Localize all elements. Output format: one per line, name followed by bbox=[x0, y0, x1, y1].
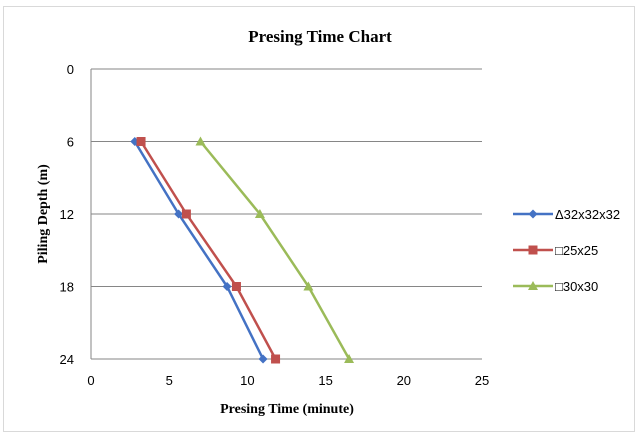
series-3 bbox=[195, 136, 355, 363]
series-line bbox=[199, 140, 351, 360]
chart-frame bbox=[3, 6, 635, 432]
data-point bbox=[344, 354, 355, 363]
legend-item: Δ32x32x32 bbox=[513, 207, 620, 222]
x-tick-label: 15 bbox=[318, 373, 332, 388]
x-tick-label: 10 bbox=[240, 373, 254, 388]
data-point bbox=[258, 354, 268, 364]
gridlines bbox=[91, 141, 482, 360]
x-tick-label: 25 bbox=[475, 373, 489, 388]
x-tick-label: 0 bbox=[87, 373, 94, 388]
series-group bbox=[130, 136, 355, 364]
y-tick-label: 6 bbox=[67, 135, 74, 150]
chart-title: Presing Time Chart bbox=[248, 27, 392, 46]
data-point bbox=[528, 209, 538, 219]
y-tick-label: 24 bbox=[60, 352, 74, 367]
series-line bbox=[133, 140, 265, 360]
legend-label: Δ32x32x32 bbox=[555, 207, 620, 222]
x-tick-label: 5 bbox=[166, 373, 173, 388]
data-point bbox=[271, 354, 281, 364]
y-tick-labels: 0 6 12 18 24 bbox=[60, 62, 74, 367]
data-point bbox=[222, 282, 232, 291]
legend-item: □25x25 bbox=[513, 243, 598, 258]
data-point bbox=[136, 137, 146, 146]
x-tick-label: 20 bbox=[397, 373, 411, 388]
series-line bbox=[139, 140, 277, 360]
legend-label: □25x25 bbox=[555, 243, 598, 258]
legend: Δ32x32x32 □25x25 □30x30 bbox=[513, 207, 620, 294]
series-1 bbox=[130, 137, 268, 364]
data-point bbox=[174, 209, 184, 219]
y-axis-title: Piling Depth (m) bbox=[36, 164, 51, 264]
data-point bbox=[528, 245, 538, 255]
y-tick-label: 18 bbox=[60, 280, 74, 295]
legend-label: □30x30 bbox=[555, 279, 598, 294]
axes bbox=[90, 68, 482, 359]
x-tick-labels: 0 5 10 15 20 25 bbox=[87, 373, 489, 388]
data-point bbox=[181, 209, 191, 219]
data-point bbox=[303, 281, 314, 291]
data-point bbox=[528, 281, 538, 290]
data-point bbox=[231, 282, 241, 291]
x-axis-title: Presing Time (minute) bbox=[220, 402, 354, 417]
y-tick-label: 12 bbox=[60, 207, 74, 222]
legend-item: □30x30 bbox=[513, 279, 598, 294]
data-point bbox=[254, 209, 265, 218]
y-tick-label: 0 bbox=[67, 62, 74, 77]
series-2 bbox=[136, 137, 281, 364]
data-point bbox=[195, 136, 206, 146]
